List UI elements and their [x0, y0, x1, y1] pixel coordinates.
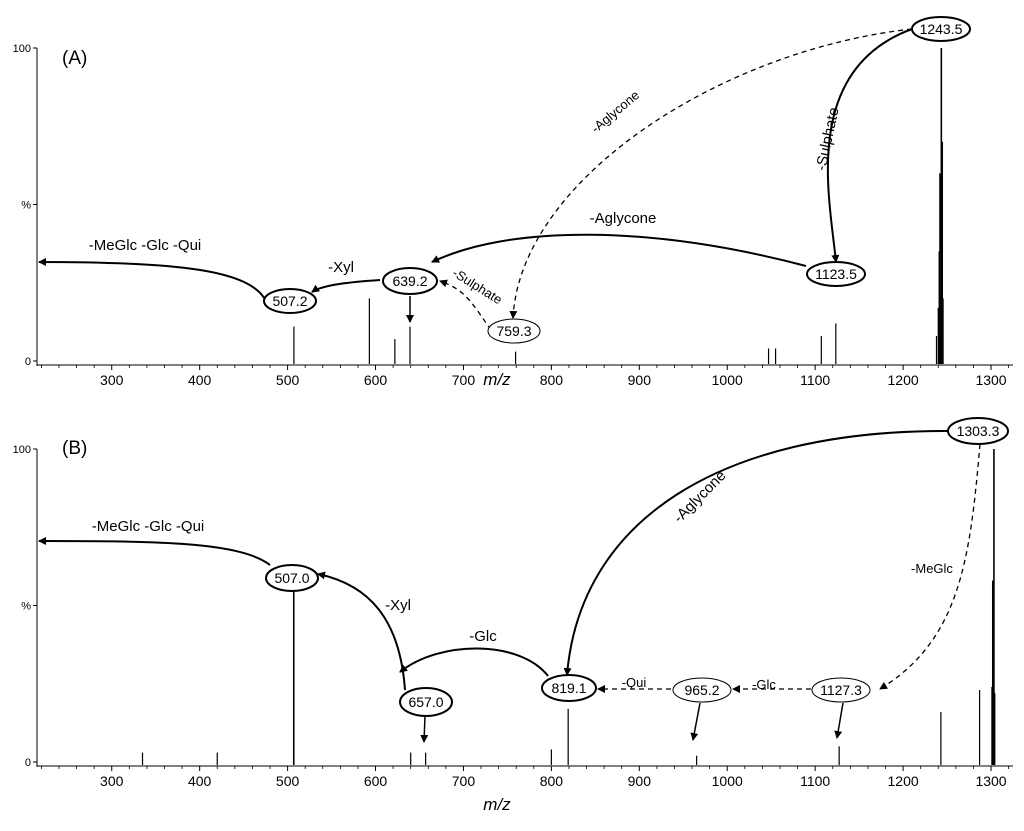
x-tick-label: 1100	[800, 372, 830, 388]
svg-text:819.1: 819.1	[551, 680, 586, 696]
svg-text:1243.5: 1243.5	[920, 21, 963, 37]
y-tick-label: 0	[25, 356, 31, 368]
svg-text:507.0: 507.0	[274, 570, 309, 586]
arrow-1123-to-639	[431, 233, 807, 267]
loss-label-sulphate: -Sulphate	[813, 106, 843, 172]
peak-label-507-2: 507.2	[263, 288, 317, 314]
peak-label-819-1: 819.1	[541, 674, 597, 702]
svg-text:657.0: 657.0	[408, 694, 443, 710]
svg-text:1303.3: 1303.3	[957, 423, 1000, 439]
arrow-819-to-657	[399, 647, 549, 677]
loss-label-xyl: -Xyl	[328, 259, 354, 276]
loss-label-glc: -Glc	[469, 628, 497, 645]
loss-label-qui: -Qui	[622, 675, 647, 690]
x-tick-label: 300	[100, 372, 124, 388]
x-tick-label: 500	[276, 372, 300, 388]
x-tick-label: 500	[276, 773, 300, 789]
loss-label-aglycone: -Aglycone	[670, 467, 729, 526]
x-tick-label: 800	[540, 773, 564, 789]
x-tick-label: 1100	[800, 773, 830, 789]
y-tick-label: 100	[13, 43, 31, 55]
x-tick-label: 400	[188, 773, 212, 789]
x-tick-label: 900	[628, 773, 652, 789]
peak-label-657-0: 657.0	[399, 687, 453, 717]
panel-b: (B) 300 400 500 600 700 800 900 1000 1100 1200 130…	[13, 417, 1013, 814]
loss-label-glc-dashed: -Glc	[752, 677, 776, 692]
x-tick-label: 1200	[888, 773, 919, 789]
peaks	[141, 449, 996, 765]
x-tick-label: 600	[364, 372, 388, 388]
loss-label-xyl: -Xyl	[385, 597, 411, 614]
x-tick-label: 700	[452, 773, 476, 789]
panel-label: (B)	[62, 438, 87, 459]
arrow-1303-to-819	[563, 429, 949, 676]
svg-text:759.3: 759.3	[496, 323, 531, 339]
y-tick-label: 100	[13, 444, 31, 456]
x-tick-label: 1300	[975, 773, 1006, 789]
svg-text:639.2: 639.2	[392, 273, 427, 289]
x-tick-label: 900	[628, 372, 652, 388]
y-tick-label: 0	[25, 757, 31, 769]
x-tick-label: 1200	[888, 372, 919, 388]
peak-labels: 1243.5 1123.5 759.3 639.2 507.2	[263, 16, 971, 344]
peak-label-639-2: 639.2	[382, 267, 438, 295]
svg-text:1123.5: 1123.5	[815, 266, 857, 282]
x-axis-title: m/z	[483, 795, 511, 814]
panel-a: (A) 300 400 500 600 700 800 900 1000 1100 1200 130…	[13, 16, 1013, 389]
peak-label-965-2: 965.2	[672, 677, 732, 703]
peak-label-1127-3: 1127.3	[811, 677, 871, 703]
svg-text:965.2: 965.2	[684, 682, 719, 698]
peaks	[293, 48, 944, 364]
arrow-507-left	[38, 258, 267, 302]
x-tick-label: 1300	[975, 372, 1006, 388]
x-tick-label: 1000	[712, 372, 743, 388]
arrow-1243-to-1123	[826, 28, 913, 263]
x-tick-label: 700	[452, 372, 476, 388]
x-tick-label: 400	[188, 372, 212, 388]
x-tick-label: 800	[540, 372, 564, 388]
peak-label-1303-3: 1303.3	[947, 417, 1009, 445]
loss-label-aglycone: -Aglycone	[590, 210, 657, 227]
loss-labels: -Sulphate -Aglycone -Aglycone -Sulphate …	[89, 87, 843, 307]
peak-label-507-0: 507.0	[265, 564, 319, 592]
peak-label-759-3: 759.3	[487, 318, 541, 344]
y-tick-label: %	[21, 200, 31, 212]
annotation-arrows	[38, 28, 913, 331]
x-axis-title: m/z	[483, 370, 511, 389]
arrow-507-left	[38, 537, 271, 566]
axes: 300 400 500 600 700 800 900 1000 1100 1200 1300 0% 1…	[13, 43, 1013, 388]
annotation-arrows	[38, 429, 981, 743]
arrow-1127-down	[834, 702, 844, 739]
loss-label-aglycone-dashed: -Aglycone	[588, 87, 642, 136]
arrow-965-down	[690, 702, 701, 741]
svg-text:507.2: 507.2	[272, 293, 307, 309]
loss-label-meglc: -MeGlc	[911, 561, 953, 576]
svg-text:1127.3: 1127.3	[820, 682, 862, 698]
loss-label-sugars: -MeGlc -Glc -Qui	[89, 237, 202, 254]
panel-label: (A)	[62, 48, 87, 69]
y-tick-label: %	[21, 601, 31, 613]
loss-label-sugars: -MeGlc -Glc -Qui	[92, 518, 205, 535]
x-tick-label: 1000	[712, 773, 743, 789]
arrow-657-down	[420, 715, 429, 743]
peak-labels: 1303.3 1127.3 965.2 819.1 657.0 507.0	[265, 417, 1009, 717]
peak-label-1243-5: 1243.5	[911, 16, 971, 42]
loss-label-sulphate-dashed: -Sulphate	[450, 265, 505, 307]
arrow-639-to-507	[311, 279, 381, 293]
arrow-759-to-639	[439, 279, 492, 331]
x-tick-label: 600	[364, 773, 388, 789]
axes: 300 400 500 600 700 800 900 1000 1100 1200 1300 0% 1…	[13, 444, 1013, 789]
arrow-1243-to-759	[509, 28, 913, 319]
x-tick-label: 300	[100, 773, 124, 789]
arrow-657-to-507	[317, 571, 406, 691]
peak-label-1123-5: 1123.5	[806, 261, 866, 287]
